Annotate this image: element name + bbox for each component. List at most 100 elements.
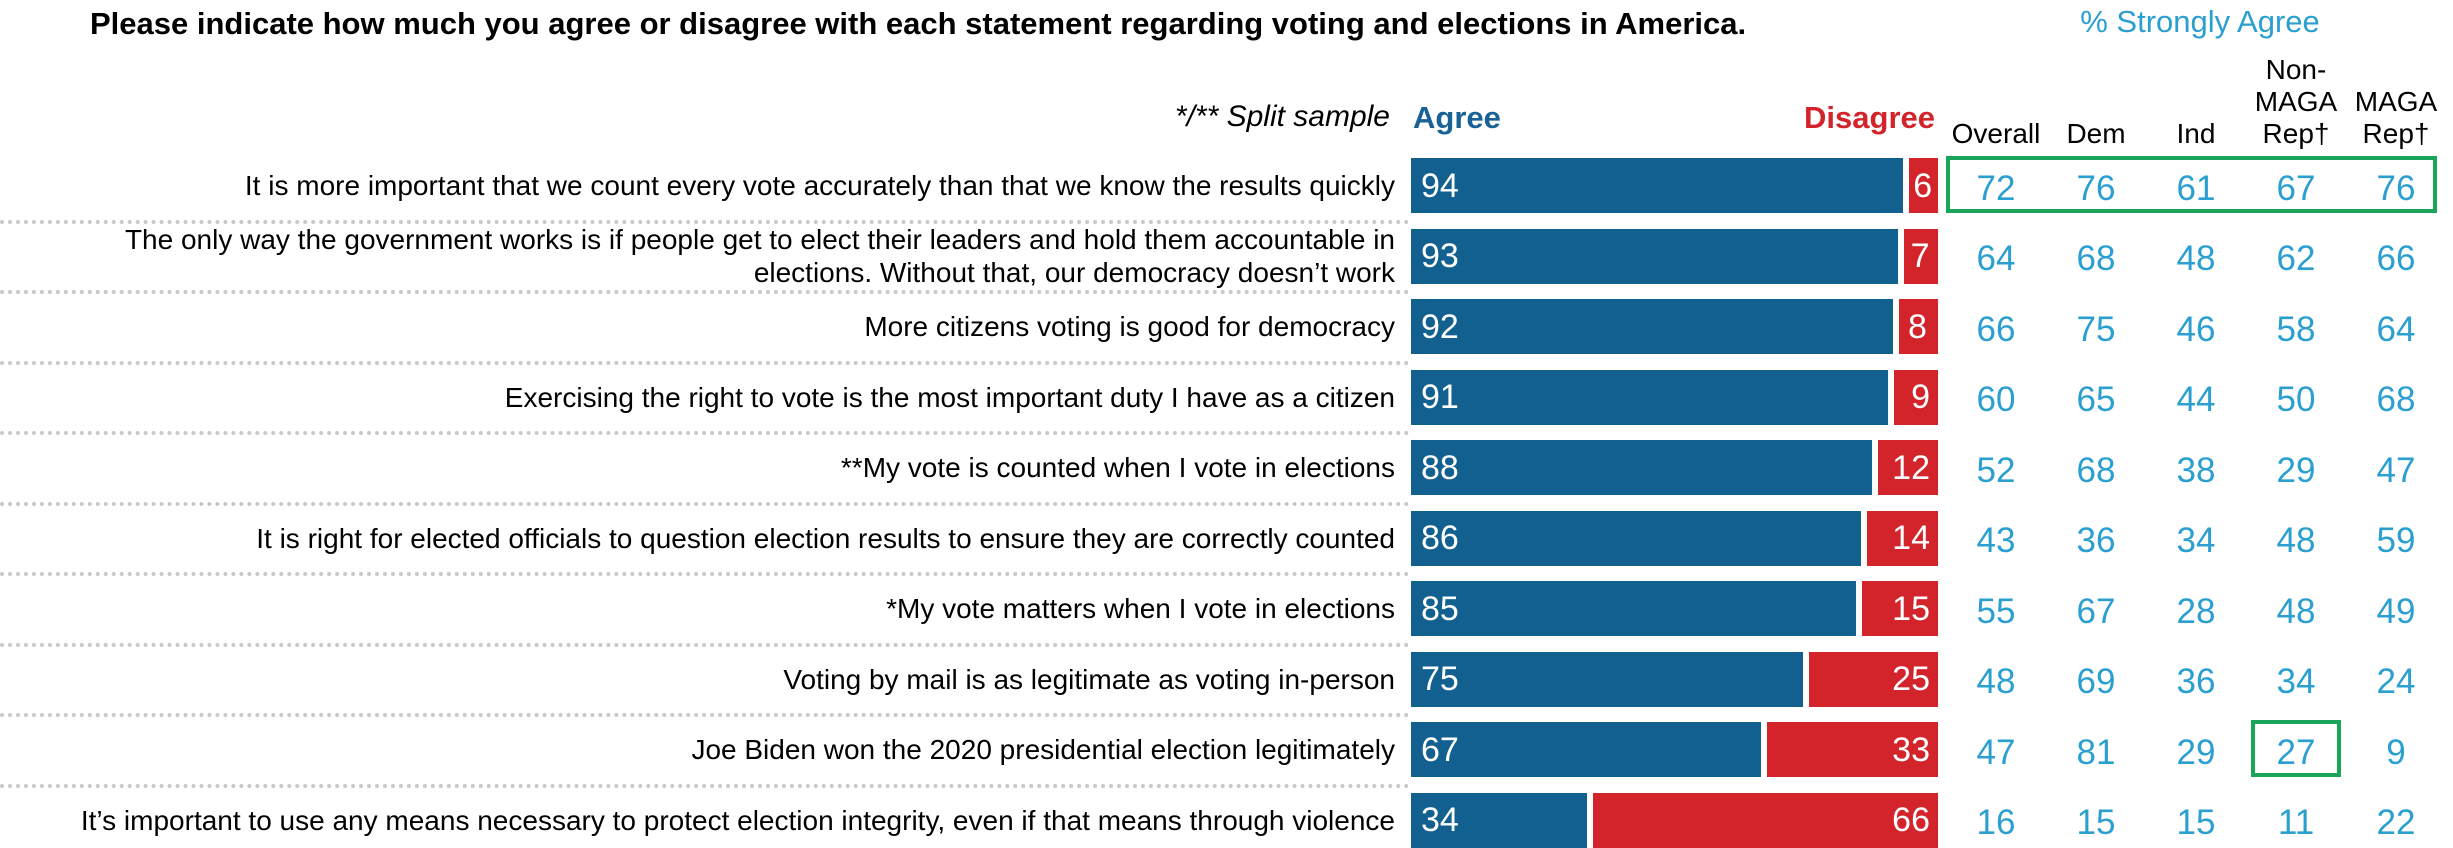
agree-bar: 34 (1411, 792, 1588, 848)
strongly-agree-value: 27 (2276, 732, 2316, 772)
strongly-agree-value: 29 (2176, 732, 2216, 772)
disagree-value-label: 9 (1911, 378, 1930, 416)
row-separator (0, 219, 1410, 224)
agree-value-label: 91 (1421, 378, 1459, 416)
strongly-agree-value: 36 (2176, 662, 2216, 701)
strongly-agree-value: 59 (2376, 521, 2416, 560)
statement-label: Exercising the right to vote is the most… (504, 381, 1395, 413)
disagree-value-label: 66 (1892, 801, 1930, 839)
row-separator (0, 783, 1410, 788)
row-separator (0, 713, 1410, 717)
strongly-agree-value: 48 (2276, 521, 2316, 560)
row-separator (0, 360, 1410, 365)
disagree-value-label: 25 (1892, 660, 1930, 698)
column-header-line: Non- (2265, 54, 2327, 85)
statement-label: *My vote matters when I vote in election… (886, 593, 1395, 624)
statement-label: Joe Biden won the 2020 presidential elec… (691, 734, 1395, 765)
statement-label: **My vote is counted when I vote in elec… (840, 452, 1395, 483)
strongly-agree-title: % Strongly Agree (2080, 4, 2320, 39)
column-header-line: Overall (1951, 118, 2041, 149)
column-header-0: Overall (1946, 118, 2046, 150)
strongly-agree-value: 67 (2276, 168, 2316, 208)
disagree-bar: 9 (1893, 369, 1938, 425)
disagree-value-label: 14 (1892, 519, 1930, 557)
strongly-agree-value: 24 (2376, 662, 2416, 701)
strongly-agree-value: 69 (2076, 662, 2116, 701)
row-separator (0, 572, 1410, 576)
strongly-agree-value: 16 (1976, 803, 2016, 842)
disagree-bar: 7 (1904, 228, 1938, 284)
strongly-agree-value: 47 (1976, 732, 2016, 772)
strongly-agree-value: 67 (2076, 591, 2116, 631)
strongly-agree-value: 76 (2376, 168, 2416, 208)
strongly-agree-value: 60 (1976, 380, 2016, 419)
strongly-agree-value: 28 (2176, 591, 2216, 631)
agree-value-label: 88 (1421, 448, 1459, 487)
strongly-agree-value: 36 (2076, 521, 2116, 560)
strongly-agree-value: 66 (1976, 309, 2016, 349)
agree-value-label: 92 (1421, 307, 1459, 346)
column-header-2: Ind (2146, 118, 2246, 150)
agree-bar: 92 (1411, 299, 1893, 354)
disagree-value-label: 33 (1892, 730, 1930, 769)
strongly-agree-value: 58 (2276, 309, 2316, 349)
strongly-agree-value: 64 (2376, 309, 2416, 349)
disagree-value-label: 15 (1892, 589, 1930, 628)
strongly-agree-value: 29 (2276, 450, 2316, 490)
column-header-line: Rep† (2362, 118, 2430, 149)
column-header-line: Dem (2066, 118, 2126, 149)
disagree-bar: 33 (1767, 722, 1938, 777)
row-separator (0, 431, 1410, 435)
strongly-agree-value: 44 (2176, 380, 2216, 419)
agree-bar: 91 (1411, 369, 1888, 425)
chart-title: Please indicate how much you agree or di… (90, 6, 1747, 41)
strongly-agree-value: 68 (2376, 380, 2416, 419)
strongly-agree-value: 72 (1976, 168, 2016, 208)
strongly-agree-value: 48 (1976, 662, 2016, 701)
agree-value-label: 94 (1421, 166, 1459, 205)
strongly-agree-value: 65 (2076, 380, 2116, 419)
disagree-value-label: 6 (1913, 166, 1933, 205)
strongly-agree-value: 52 (1976, 450, 2016, 490)
strongly-agree-value: 68 (2076, 239, 2116, 278)
agree-value-label: 93 (1421, 237, 1459, 275)
strongly-agree-value: 75 (2076, 309, 2116, 349)
statement-label: It is more important that we count every… (244, 170, 1395, 201)
column-header-4: MAGA Rep† (2346, 86, 2446, 150)
strongly-agree-value: 9 (2386, 732, 2406, 772)
split-sample-note: */** Split sample (1174, 100, 1390, 133)
agree-value-label: 67 (1421, 730, 1459, 769)
strongly-agree-value: 15 (2176, 803, 2216, 842)
disagree-legend-label: Disagree (1804, 100, 1935, 135)
highlight-cell-box (2251, 720, 2341, 777)
disagree-bar: 14 (1867, 510, 1938, 566)
disagree-bar: 8 (1898, 299, 1938, 354)
strongly-agree-value: 49 (2376, 591, 2416, 631)
agree-value-label: 85 (1421, 589, 1459, 628)
disagree-bar: 25 (1809, 651, 1938, 707)
statement-label: It is right for elected officials to que… (256, 522, 1395, 554)
agree-bar: 75 (1411, 651, 1804, 707)
strongly-agree-value: 47 (2376, 450, 2416, 490)
disagree-bar: 6 (1909, 158, 1938, 213)
strongly-agree-value: 68 (2076, 450, 2116, 490)
strongly-agree-value: 34 (2276, 662, 2316, 701)
disagree-value-label: 8 (1907, 307, 1927, 346)
strongly-agree-value: 15 (2076, 803, 2116, 842)
agree-bar: 94 (1411, 158, 1904, 213)
row-separator (0, 290, 1410, 294)
agree-bar: 93 (1411, 228, 1899, 284)
agree-value-label: 86 (1421, 519, 1459, 557)
agree-value-label: 34 (1421, 801, 1459, 839)
statement-label: It’s important to use any means necessar… (80, 804, 1395, 836)
column-header-line: MAGA (2354, 86, 2438, 117)
strongly-agree-value: 43 (1976, 521, 2016, 560)
strongly-agree-value: 76 (2076, 168, 2116, 208)
disagree-bar: 12 (1877, 440, 1938, 495)
strongly-agree-value: 48 (2276, 591, 2316, 631)
strongly-agree-value: 66 (2376, 239, 2416, 278)
column-header-line: Ind (2176, 118, 2216, 149)
column-header-1: Dem (2046, 118, 2146, 150)
statement-label: The only way the government works is if … (124, 224, 1395, 288)
statement-label: More citizens voting is good for democra… (864, 311, 1395, 342)
